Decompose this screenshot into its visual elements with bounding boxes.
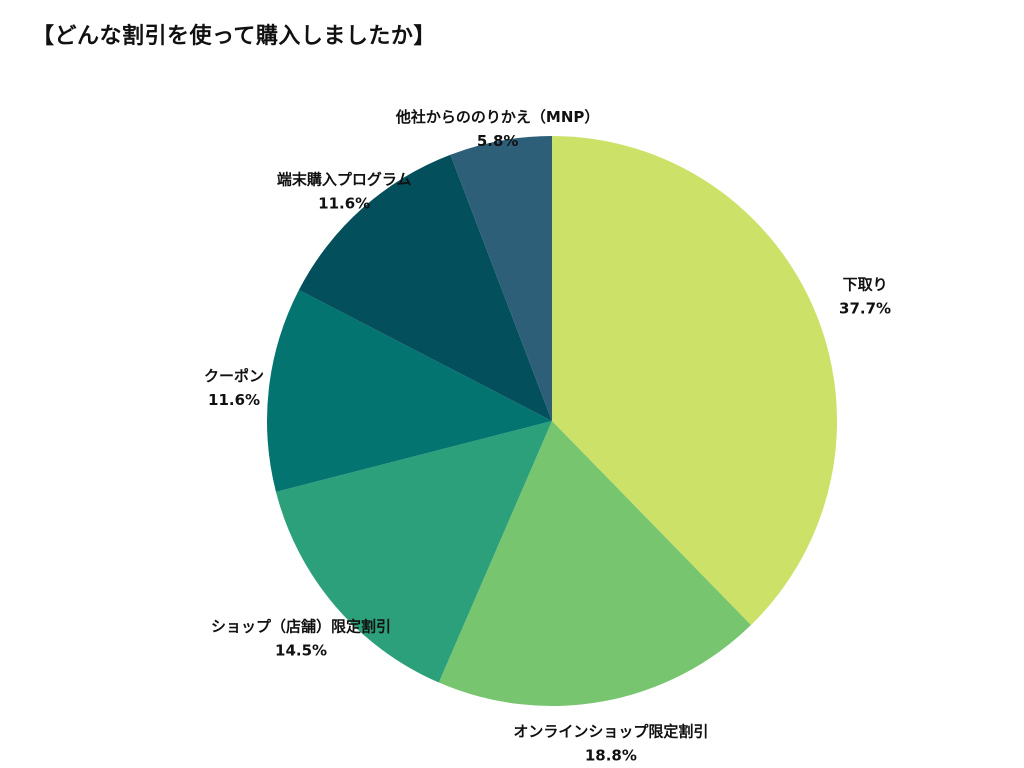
pie-slice	[298, 154, 552, 421]
pie-slice	[267, 290, 552, 492]
pie-slice	[275, 421, 552, 683]
pie-slice	[438, 421, 751, 706]
slice-category-label: 他社からののりかえ（MNP）	[395, 108, 599, 126]
slice-percent-label: 14.5%	[275, 641, 327, 659]
pie-slices	[267, 136, 837, 706]
slice-category-label: ショップ（店舗）限定割引	[211, 617, 391, 635]
pie-labels: 下取り 37.7% オンラインショップ限定割引 18.8% ショップ（店舗）限定割引 14…	[204, 108, 891, 765]
slice-category-label: 端末購入プログラム	[277, 170, 412, 188]
slice-percent-label: 37.7%	[839, 300, 891, 318]
slice-category-label: オンラインショップ限定割引	[513, 723, 708, 741]
pie-slice	[552, 136, 837, 626]
slice-percent-label: 11.6%	[318, 194, 370, 212]
slice-percent-label: 18.8%	[585, 747, 637, 765]
slice-category-label: 下取り	[843, 276, 888, 294]
pie-slice	[450, 136, 552, 421]
slice-percent-label: 11.6%	[208, 391, 260, 409]
chart-title: 【どんな割引を使って購入しましたか】	[32, 24, 436, 49]
slice-category-label: クーポン	[204, 367, 264, 385]
slice-percent-label: 5.8%	[477, 132, 519, 150]
